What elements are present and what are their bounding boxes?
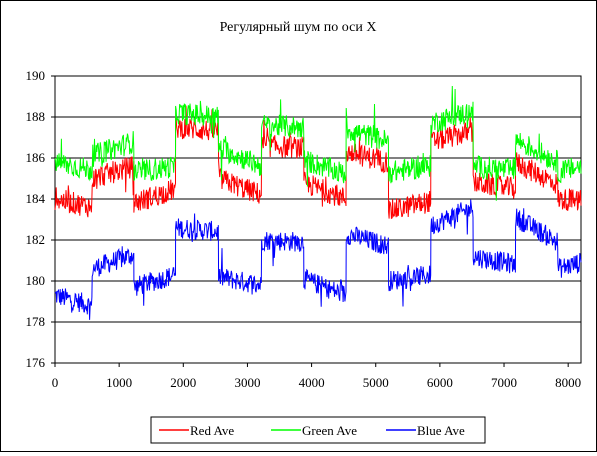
y-tick-label: 188: [26, 109, 46, 124]
legend-label: Green Ave: [302, 423, 357, 438]
series-line-red-ave: [54, 105, 582, 220]
series-line-blue-ave: [54, 199, 582, 320]
series-line-green-ave: [54, 85, 582, 201]
x-tick-label: 4000: [299, 375, 325, 390]
y-tick-label: 176: [26, 355, 46, 370]
axes: 176 178 180 182 184 186 188 190 0 1000 2000 3000 400…: [26, 68, 582, 390]
y-tick-label: 182: [26, 232, 46, 247]
series-layer: [54, 85, 582, 320]
x-tick-label: 8000: [555, 375, 581, 390]
y-tick-label: 178: [26, 314, 46, 329]
legend-label: Red Ave: [190, 423, 234, 438]
y-tick-label: 184: [26, 191, 46, 206]
x-tick-label: 3000: [234, 375, 260, 390]
legend-box: [150, 416, 486, 444]
chart-title: Регулярный шум по оси X: [220, 20, 377, 35]
x-tick-label: 1000: [106, 375, 132, 390]
x-tick-label: 2000: [170, 375, 196, 390]
y-tick-label: 190: [26, 68, 46, 83]
x-tick-label: 7000: [491, 375, 517, 390]
y-tick-label: 180: [26, 273, 46, 288]
x-tick-label: 6000: [427, 375, 453, 390]
legend-label: Blue Ave: [417, 423, 465, 438]
x-tick-label: 0: [52, 375, 59, 390]
x-tick-label: 5000: [363, 375, 389, 390]
y-tick-label: 186: [26, 150, 46, 165]
legend: Red Ave Green Ave Blue Ave: [150, 416, 486, 444]
plot-area: [54, 75, 582, 364]
